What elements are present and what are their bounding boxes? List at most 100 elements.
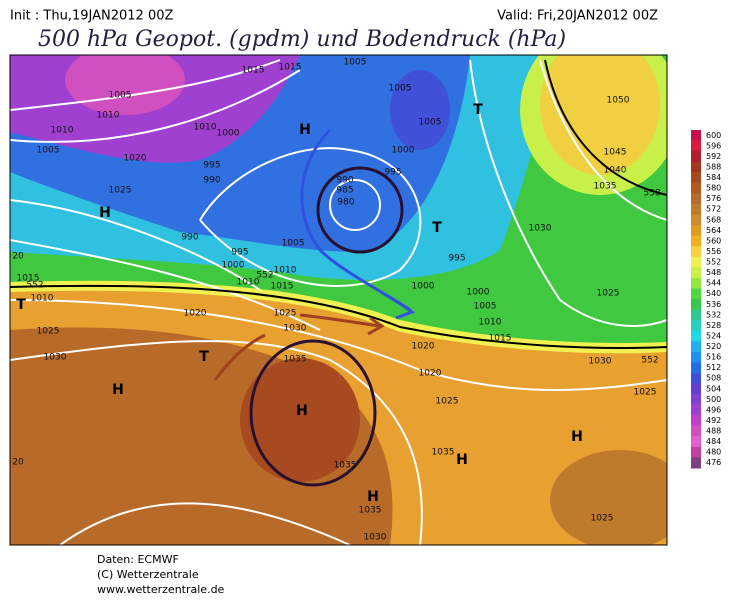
isobar-label: 1000 (222, 261, 245, 271)
isobar-label: 990 (336, 176, 353, 186)
isobar-label: 1025 (109, 186, 132, 196)
isobar-label: 552 (641, 356, 658, 366)
pressure-center: H (99, 205, 111, 221)
colorbar-segment (691, 288, 701, 300)
isobar-label: 1045 (604, 148, 627, 158)
pressure-center: T (473, 102, 483, 118)
isobar-label: 995 (384, 168, 401, 178)
colorbar-label: 524 (706, 331, 721, 340)
pressure-center: T (199, 349, 209, 365)
colorbar-segment (691, 362, 701, 374)
colorbar-label: 568 (706, 215, 721, 224)
isobar-label: 1005 (419, 118, 442, 128)
colorbar-segment (691, 246, 701, 258)
isobar-label: 558 (643, 189, 660, 199)
colorbar-segment (691, 404, 701, 416)
colorbar-label: 540 (706, 289, 721, 298)
isobar-label: 1050 (607, 96, 630, 106)
colorbar-segment (691, 320, 701, 332)
isobar-label: 1005 (282, 239, 305, 249)
colorbar-label: 596 (706, 141, 721, 150)
footer-line: www.wetterzentrale.de (97, 583, 225, 596)
isobar-label: 1030 (284, 324, 307, 334)
colorbar-label: 548 (706, 268, 721, 277)
pressure-center: H (299, 122, 311, 138)
colorbar-segment (691, 341, 701, 353)
colorbar-segment (691, 383, 701, 395)
isobar-label: 1020 (419, 369, 442, 379)
colorbar-segment (691, 256, 701, 268)
colorbar-label: 592 (706, 152, 721, 161)
isobar-label: 1010 (274, 266, 297, 276)
map-title: 500 hPa Geopot. (gpdm) und Bodendruck (h… (38, 27, 566, 52)
colorbar-segment (691, 436, 701, 448)
isobar-label: 1005 (37, 146, 60, 156)
colorbar: 6005965925885845805765725685645605565525… (691, 130, 721, 469)
colorbar-label: 576 (706, 194, 721, 203)
colorbar-label: 476 (706, 458, 721, 467)
isobar-label: 1010 (97, 111, 120, 121)
isobar-label: 995 (203, 161, 220, 171)
colorbar-label: 528 (706, 321, 721, 330)
isobar-label: 1030 (589, 357, 612, 367)
colorbar-label: 516 (706, 353, 721, 362)
isobar-label: 1015 (279, 63, 302, 73)
colorbar-label: 588 (706, 162, 721, 171)
colorbar-label: 560 (706, 236, 721, 245)
colorbar-segment (691, 415, 701, 427)
isobar-label: 1025 (436, 397, 459, 407)
isobar-label: 1035 (284, 355, 307, 365)
isobar-label: 1010 (51, 126, 74, 136)
colorbar-label: 564 (706, 226, 721, 235)
map-labels: 1015 1015 1005 1005 1005 1010 1010 1010 1005 1020… (12, 58, 661, 543)
colorbar-segment (691, 299, 701, 311)
colorbar-label: 544 (706, 279, 721, 288)
map-background (10, 55, 667, 545)
isobar-label: 1010 (479, 318, 502, 328)
isobar-label: 1010 (237, 278, 260, 288)
isobar-label: 1030 (529, 224, 552, 234)
colorbar-label: 584 (706, 173, 721, 182)
pressure-center: H (367, 489, 379, 505)
colorbar-label: 508 (706, 374, 721, 383)
pressure-center: T (432, 220, 442, 236)
isobar-label: 985 (336, 186, 353, 196)
isobar-label: 1010 (31, 294, 54, 304)
colorbar-segment (691, 309, 701, 321)
isobar-label: 1015 (489, 334, 512, 344)
isobar-label: 1005 (389, 84, 412, 94)
isobar-label: 1025 (274, 309, 297, 319)
isobar-label: 1020 (124, 154, 147, 164)
isobar-label: 990 (181, 233, 198, 243)
isobar-label: 1020 (184, 309, 207, 319)
isobar-label: 1000 (217, 129, 240, 139)
pressure-center: H (112, 382, 124, 398)
isobar-label: 980 (337, 198, 354, 208)
colorbar-label: 488 (706, 427, 721, 436)
colorbar-segment (691, 425, 701, 437)
colorbar-label: 580 (706, 184, 721, 193)
isobar-label: 990 (203, 176, 220, 186)
colorbar-segment (691, 394, 701, 406)
isobar-label: 1015 (17, 274, 40, 284)
colorbar-label: 480 (706, 448, 721, 457)
isobar-label: 1015 (242, 66, 265, 76)
colorbar-label: 520 (706, 342, 721, 351)
colorbar-label: 532 (706, 310, 721, 319)
pressure-center: T (16, 297, 26, 313)
colorbar-label: 572 (706, 205, 721, 214)
isobar-label: 1025 (597, 289, 620, 299)
pressure-center: H (456, 452, 468, 468)
isobar-label: 1025 (591, 514, 614, 524)
isobar-label: 995 (231, 248, 248, 258)
colorbar-label: 496 (706, 405, 721, 414)
valid-label: Valid: Fri,20JAN2012 00Z (497, 9, 658, 24)
colorbar-segment (691, 457, 701, 469)
colorbar-label: 484 (706, 437, 721, 446)
colorbar-label: 500 (706, 395, 721, 404)
colorbar-segment (691, 130, 701, 142)
colorbar-label: 552 (706, 258, 721, 267)
